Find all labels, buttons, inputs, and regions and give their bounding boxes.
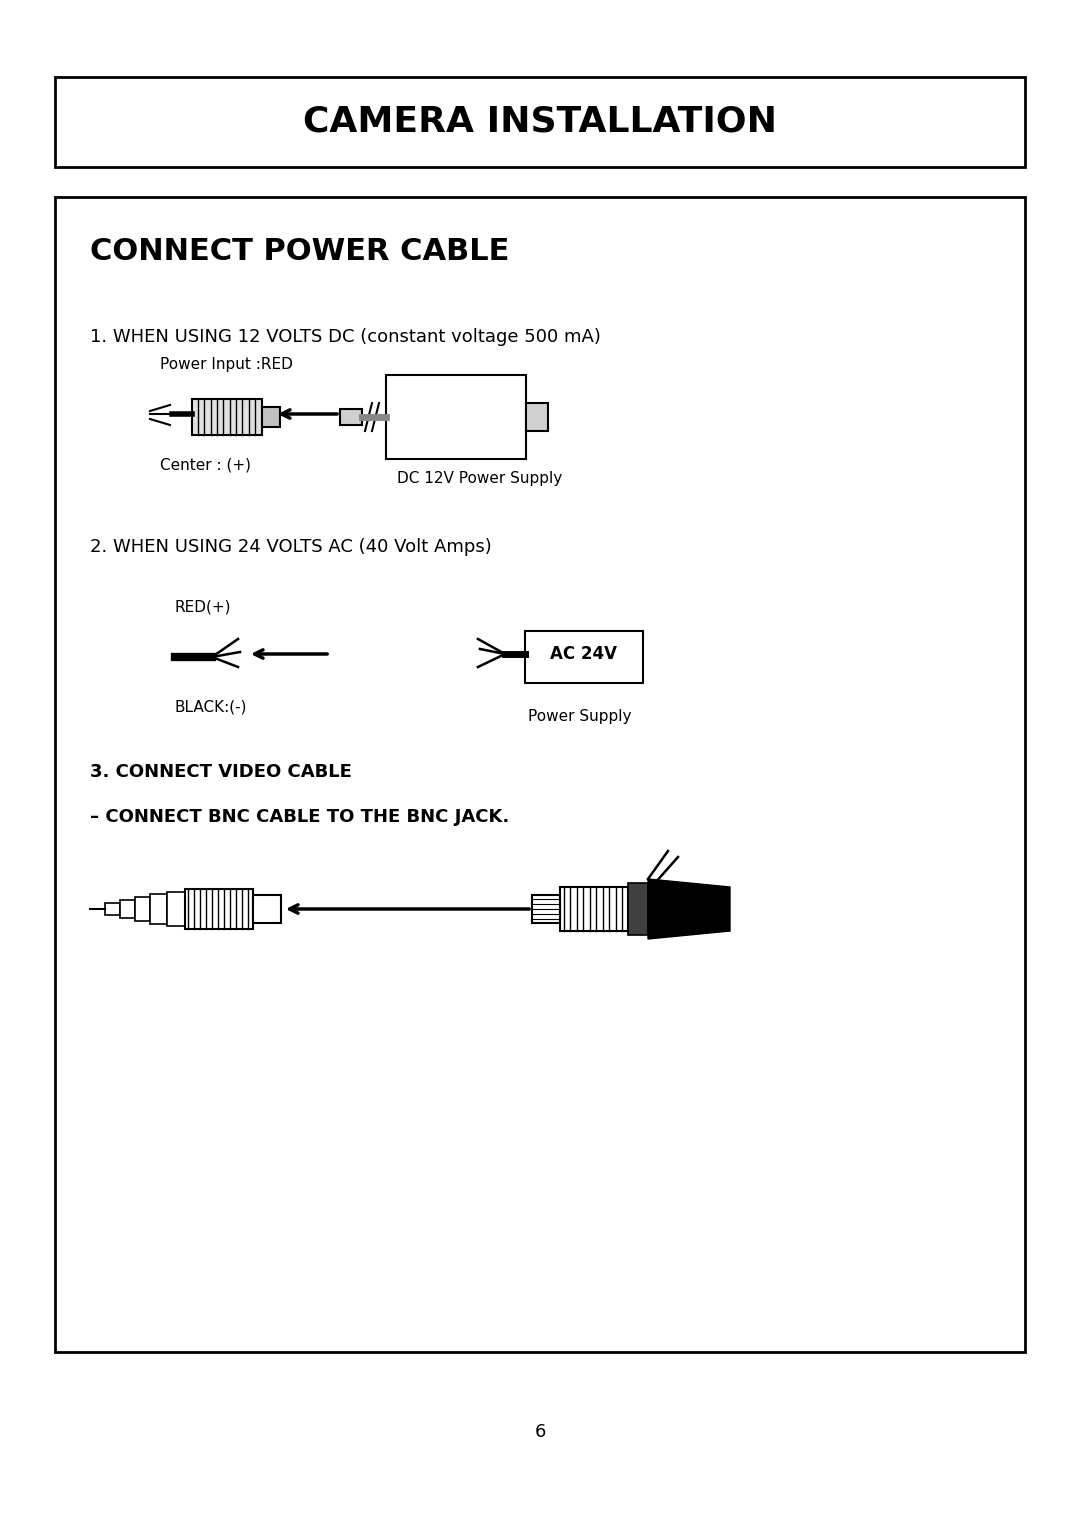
Bar (526, 403, 548, 431)
Bar (386, 376, 526, 460)
Text: 3. CONNECT VIDEO CABLE: 3. CONNECT VIDEO CABLE (90, 764, 352, 780)
Text: 2. WHEN USING 24 VOLTS AC (40 Volt Amps): 2. WHEN USING 24 VOLTS AC (40 Volt Amps) (90, 538, 491, 556)
Text: Power Supply: Power Supply (528, 710, 632, 724)
Text: AC 24V: AC 24V (551, 644, 618, 663)
Bar (627, 883, 648, 935)
Text: Center : (+): Center : (+) (160, 458, 251, 472)
Bar (185, 889, 253, 928)
Text: 1. WHEN USING 12 VOLTS DC (constant voltage 500 mA): 1. WHEN USING 12 VOLTS DC (constant volt… (90, 328, 600, 347)
Bar (120, 899, 135, 918)
Bar (525, 631, 643, 683)
Bar (253, 895, 281, 922)
Polygon shape (648, 880, 730, 939)
Text: DC 12V Power Supply: DC 12V Power Supply (397, 472, 563, 487)
Bar (561, 887, 627, 931)
Bar (532, 895, 561, 922)
Bar (55, 76, 1025, 166)
Text: Power Input :RED: Power Input :RED (160, 357, 293, 373)
Text: RED(+): RED(+) (175, 600, 231, 614)
Bar (150, 893, 167, 924)
Text: CAMERA INSTALLATION: CAMERA INSTALLATION (303, 105, 777, 139)
Bar (167, 892, 185, 925)
Bar (55, 197, 1025, 1351)
Text: 6: 6 (535, 1423, 545, 1441)
Text: BLACK:(-): BLACK:(-) (175, 699, 247, 715)
Bar (340, 409, 362, 425)
Bar (192, 399, 262, 435)
Bar (105, 902, 120, 915)
Bar (262, 408, 280, 428)
Bar (135, 896, 150, 921)
Text: – CONNECT BNC CABLE TO THE BNC JACK.: – CONNECT BNC CABLE TO THE BNC JACK. (90, 808, 510, 826)
Text: CONNECT POWER CABLE: CONNECT POWER CABLE (90, 238, 510, 267)
